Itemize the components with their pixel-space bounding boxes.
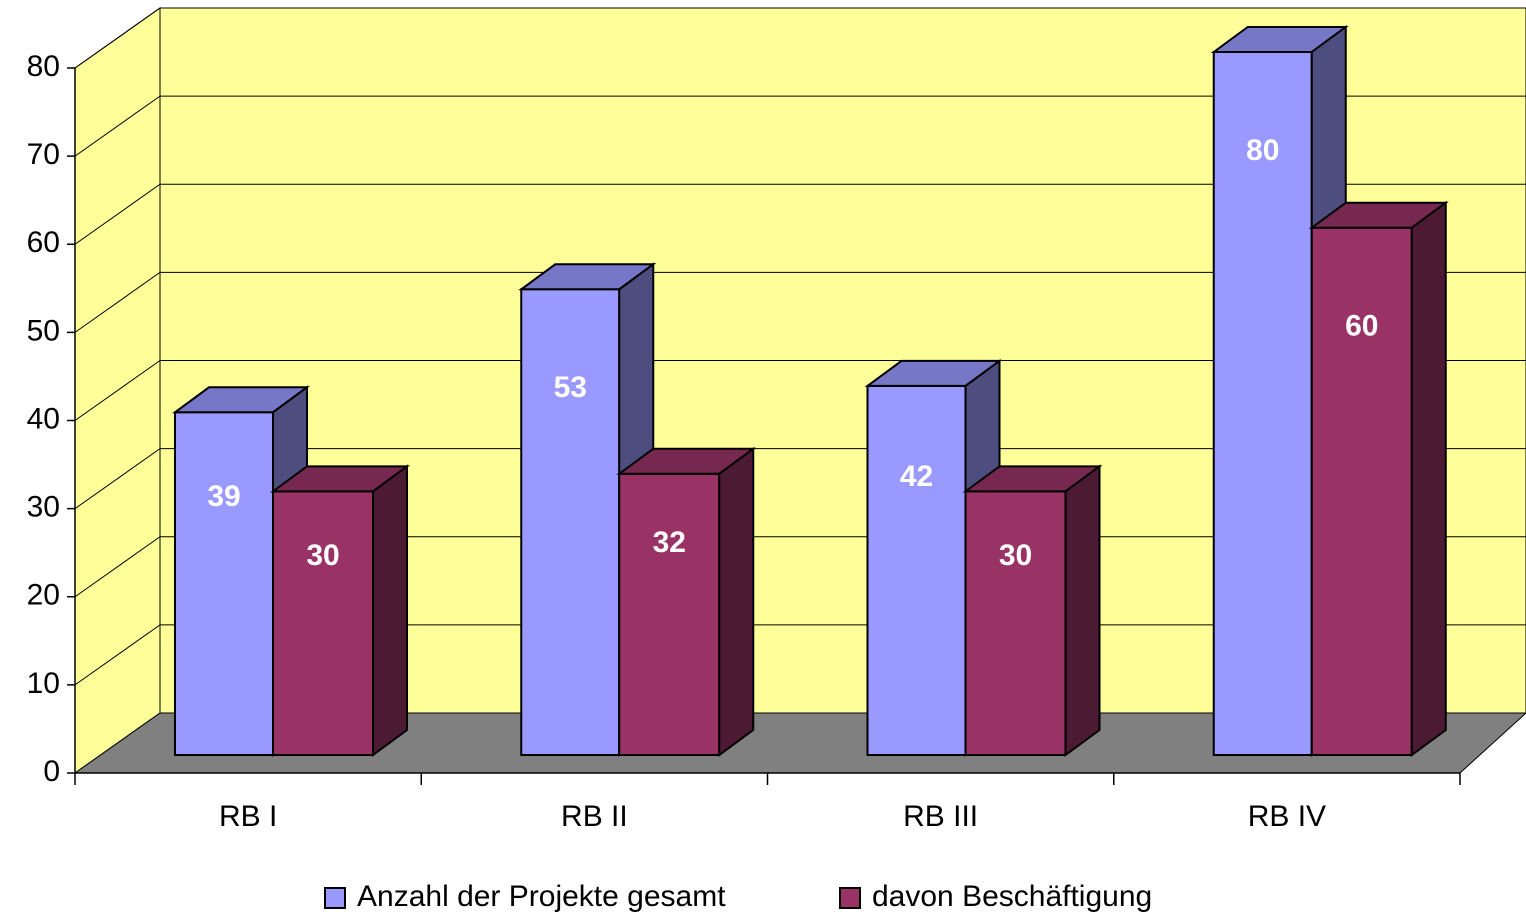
bar-front [1212,51,1313,756]
grid-line [74,448,161,510]
value-label: 39 [207,480,240,513]
y-tick-label: 20 [27,579,60,612]
grid-line [74,624,161,686]
legend-label: Anzahl der Projekte gesamt [357,880,726,913]
value-label: 30 [306,539,339,572]
grid-line [74,536,161,598]
x-tick-label: RB I [219,800,277,833]
bar-side [372,464,408,757]
grid-line [74,271,161,333]
value-label: 60 [1345,310,1378,343]
grid-line [74,7,161,69]
legend-label: davon Beschäftigung [872,880,1152,913]
legend-swatch [839,887,861,909]
y-tick-label: 40 [27,402,60,435]
bar-front [272,490,374,756]
grid-line [74,360,161,421]
y-tick-label: 70 [27,138,60,171]
y-tick-label: 30 [27,491,60,524]
legend-swatch [324,887,346,909]
y-tick-label: 50 [27,314,60,347]
value-label: 80 [1246,134,1279,167]
y-tick-label: 60 [27,226,60,259]
bar-side [718,446,755,757]
bar-front [866,384,967,756]
x-tick-label: RB II [561,800,628,833]
bar-front [174,411,274,756]
x-tick-label: RB IV [1248,800,1326,833]
grid-line [74,183,161,245]
value-label: 30 [999,539,1032,572]
bar-side [1410,200,1447,757]
x-tick-label: RB III [903,800,978,833]
grid-line [74,95,161,157]
bar-side [1064,464,1101,757]
y-tick-label: 80 [27,50,60,83]
bar-front [520,288,621,756]
bar-front [964,490,1067,756]
bar-front [1310,226,1413,756]
y-tick-label: 10 [27,667,60,700]
value-label: 42 [900,460,933,493]
value-label: 32 [653,526,686,559]
bar-front [618,472,721,756]
y-tick-label: 0 [43,755,60,788]
value-label: 53 [554,371,587,404]
